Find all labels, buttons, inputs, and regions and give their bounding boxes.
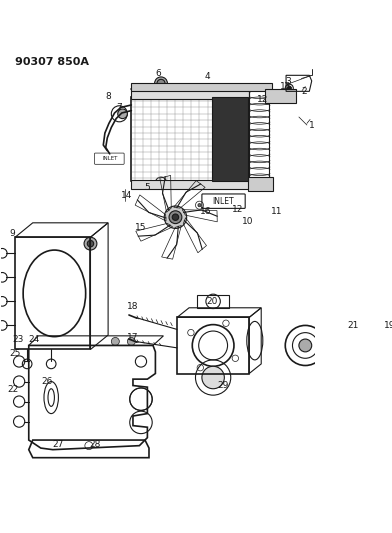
Text: 12: 12 [257, 95, 269, 104]
Circle shape [154, 77, 167, 90]
Circle shape [287, 86, 291, 90]
Text: 19: 19 [384, 321, 392, 330]
Text: INLET: INLET [213, 197, 234, 206]
Text: 11: 11 [271, 207, 282, 216]
Circle shape [169, 211, 182, 224]
Text: INLET: INLET [102, 156, 117, 161]
Text: 1: 1 [309, 120, 315, 130]
Text: 14: 14 [121, 191, 132, 200]
Circle shape [111, 337, 119, 345]
Polygon shape [265, 89, 296, 102]
Text: 17: 17 [127, 333, 139, 342]
Text: 5: 5 [145, 183, 150, 192]
Text: 9: 9 [9, 229, 15, 238]
Text: 6: 6 [155, 69, 161, 78]
Text: 10: 10 [242, 217, 253, 225]
Circle shape [198, 204, 201, 207]
Text: 16: 16 [200, 207, 212, 216]
Text: 4: 4 [205, 72, 211, 82]
Circle shape [118, 109, 127, 119]
Circle shape [84, 237, 97, 250]
Polygon shape [131, 83, 272, 91]
Circle shape [202, 366, 224, 389]
Circle shape [172, 214, 179, 221]
Text: 18: 18 [127, 303, 139, 311]
Text: 28: 28 [90, 440, 101, 449]
FancyBboxPatch shape [94, 153, 124, 164]
Text: 24: 24 [29, 335, 40, 344]
Circle shape [127, 337, 135, 345]
Circle shape [164, 206, 187, 229]
Polygon shape [131, 89, 249, 99]
Text: 13: 13 [280, 82, 292, 91]
Circle shape [299, 339, 312, 352]
Circle shape [157, 79, 165, 87]
Text: 27: 27 [53, 440, 64, 449]
Text: 29: 29 [218, 381, 229, 390]
Text: 21: 21 [348, 321, 359, 330]
FancyBboxPatch shape [202, 194, 245, 208]
Text: 15: 15 [135, 223, 147, 232]
Circle shape [159, 180, 163, 185]
Text: 22: 22 [7, 385, 18, 394]
Text: 23: 23 [13, 335, 24, 344]
Polygon shape [248, 177, 273, 191]
Text: 25: 25 [9, 349, 21, 358]
Text: 26: 26 [42, 377, 53, 386]
Circle shape [87, 240, 94, 247]
Polygon shape [212, 97, 249, 181]
Text: 7: 7 [116, 103, 122, 112]
Text: 12: 12 [232, 205, 244, 214]
Text: 2: 2 [301, 87, 307, 96]
Text: 8: 8 [105, 92, 111, 101]
Text: 3: 3 [285, 77, 290, 86]
Text: 90307 850A: 90307 850A [15, 58, 89, 68]
Text: 20: 20 [207, 297, 218, 306]
Polygon shape [131, 180, 249, 189]
Circle shape [277, 91, 285, 99]
